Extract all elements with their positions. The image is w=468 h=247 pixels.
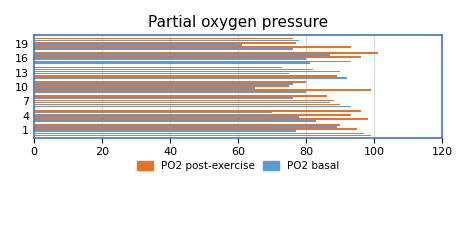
Bar xyxy=(34,54,330,56)
Bar xyxy=(34,128,358,130)
Bar xyxy=(34,42,296,44)
Bar xyxy=(34,83,292,85)
Bar xyxy=(34,52,378,54)
Bar xyxy=(34,100,334,101)
Bar xyxy=(34,106,351,107)
Bar xyxy=(34,130,296,132)
Bar xyxy=(34,135,371,136)
Bar xyxy=(34,73,289,74)
Bar xyxy=(34,40,300,41)
Bar xyxy=(34,112,272,113)
Bar xyxy=(34,95,327,97)
Bar xyxy=(34,102,330,103)
Bar xyxy=(34,110,361,112)
Bar xyxy=(34,67,283,68)
Bar xyxy=(34,97,292,99)
Bar xyxy=(34,62,310,64)
Bar xyxy=(34,38,292,40)
Bar xyxy=(34,75,337,77)
Bar xyxy=(34,133,364,134)
Bar xyxy=(34,46,351,48)
Bar xyxy=(34,120,316,122)
Legend: PO2 post-exercise, PO2 basal: PO2 post-exercise, PO2 basal xyxy=(133,157,344,175)
Bar xyxy=(34,69,313,70)
Bar xyxy=(34,114,351,116)
Bar xyxy=(34,81,306,83)
Bar xyxy=(34,116,300,118)
Title: Partial oxygen pressure: Partial oxygen pressure xyxy=(148,15,328,30)
Bar xyxy=(34,124,340,126)
Bar xyxy=(34,61,351,62)
Bar xyxy=(34,87,255,89)
Bar xyxy=(34,89,371,91)
Bar xyxy=(34,85,289,87)
Bar xyxy=(34,71,340,72)
Bar xyxy=(34,56,361,58)
Bar xyxy=(34,118,367,120)
Bar xyxy=(34,126,337,128)
Bar xyxy=(34,77,347,79)
Bar xyxy=(34,58,306,60)
Bar xyxy=(34,91,306,93)
Bar xyxy=(34,44,241,46)
Bar xyxy=(34,48,292,50)
Bar xyxy=(34,104,340,105)
